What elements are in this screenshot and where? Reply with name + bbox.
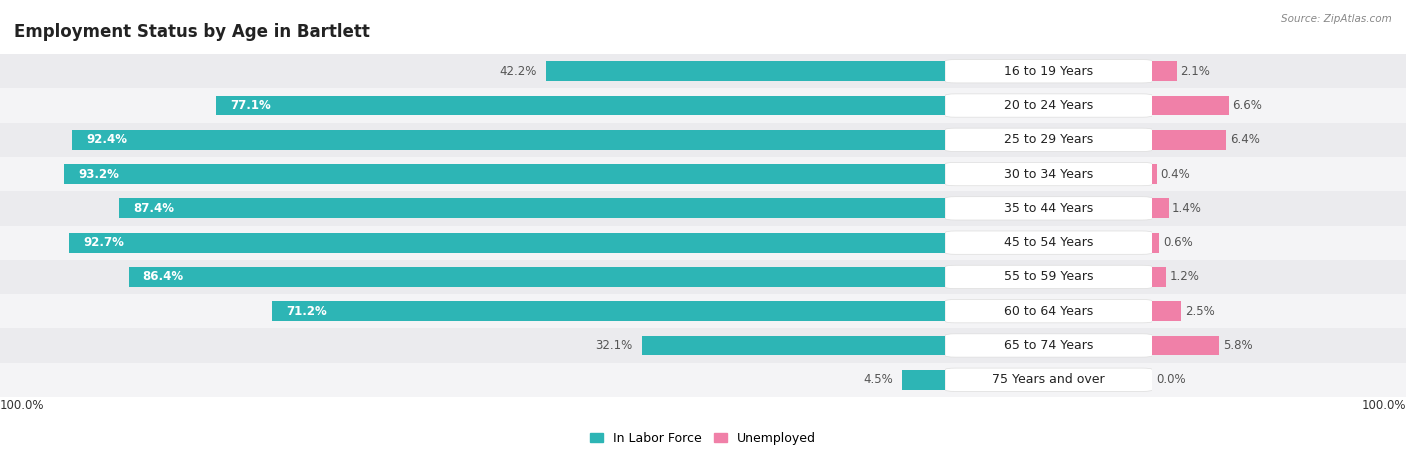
Text: 71.2%: 71.2% — [287, 305, 328, 318]
Text: 45 to 54 Years: 45 to 54 Years — [1004, 236, 1094, 249]
Bar — [1153, 363, 1406, 397]
Text: 65 to 74 Years: 65 to 74 Years — [1004, 339, 1094, 352]
Bar — [1153, 226, 1406, 260]
Bar — [120, 198, 945, 218]
Bar — [0, 226, 945, 260]
Text: 92.7%: 92.7% — [83, 236, 124, 249]
Bar — [945, 328, 1153, 363]
Bar — [1153, 198, 1168, 218]
Text: 20 to 24 Years: 20 to 24 Years — [1004, 99, 1094, 112]
Bar — [1153, 267, 1167, 287]
Text: 1.4%: 1.4% — [1173, 202, 1202, 215]
FancyBboxPatch shape — [945, 197, 1153, 220]
Text: 6.6%: 6.6% — [1232, 99, 1261, 112]
Bar — [1153, 294, 1406, 328]
Bar — [945, 88, 1153, 123]
Bar — [1153, 96, 1229, 115]
Bar — [945, 226, 1153, 260]
Bar — [945, 157, 1153, 191]
Bar — [128, 267, 945, 287]
FancyBboxPatch shape — [945, 128, 1153, 152]
Text: 0.6%: 0.6% — [1163, 236, 1192, 249]
FancyBboxPatch shape — [945, 231, 1153, 254]
Bar — [0, 363, 945, 397]
Text: 55 to 59 Years: 55 to 59 Years — [1004, 271, 1094, 283]
Bar — [69, 233, 945, 253]
Bar — [0, 123, 945, 157]
Bar — [0, 54, 945, 88]
FancyBboxPatch shape — [945, 334, 1153, 357]
Text: 42.2%: 42.2% — [499, 65, 537, 78]
Text: 2.5%: 2.5% — [1185, 305, 1215, 318]
Bar — [1153, 233, 1160, 253]
Text: 4.5%: 4.5% — [863, 373, 893, 386]
Text: 0.0%: 0.0% — [1156, 373, 1185, 386]
Text: 87.4%: 87.4% — [134, 202, 174, 215]
Text: 30 to 34 Years: 30 to 34 Years — [1004, 168, 1094, 180]
Text: 60 to 64 Years: 60 to 64 Years — [1004, 305, 1094, 318]
Bar — [1153, 61, 1177, 81]
Bar — [945, 191, 1153, 226]
Text: 100.0%: 100.0% — [0, 399, 45, 412]
Text: 0.4%: 0.4% — [1160, 168, 1191, 180]
Bar — [0, 260, 945, 294]
Text: Employment Status by Age in Bartlett: Employment Status by Age in Bartlett — [14, 23, 370, 41]
Bar — [1153, 130, 1226, 150]
Text: 6.4%: 6.4% — [1230, 133, 1260, 146]
Bar — [1153, 54, 1406, 88]
FancyBboxPatch shape — [945, 368, 1153, 391]
Bar — [945, 54, 1153, 88]
Bar — [0, 294, 945, 328]
Legend: In Labor Force, Unemployed: In Labor Force, Unemployed — [591, 432, 815, 445]
FancyBboxPatch shape — [945, 162, 1153, 186]
Text: 35 to 44 Years: 35 to 44 Years — [1004, 202, 1094, 215]
Bar — [945, 123, 1153, 157]
Bar — [1153, 164, 1157, 184]
Text: 93.2%: 93.2% — [79, 168, 120, 180]
Bar — [0, 328, 945, 363]
FancyBboxPatch shape — [945, 299, 1153, 323]
Text: 92.4%: 92.4% — [86, 133, 127, 146]
Bar — [546, 61, 945, 81]
Bar — [0, 157, 945, 191]
Text: 25 to 29 Years: 25 to 29 Years — [1004, 133, 1094, 146]
Bar — [1153, 336, 1219, 355]
FancyBboxPatch shape — [945, 94, 1153, 117]
Text: 100.0%: 100.0% — [1361, 399, 1406, 412]
Bar — [903, 370, 945, 390]
Text: 1.2%: 1.2% — [1170, 271, 1199, 283]
Bar — [641, 336, 945, 355]
Text: 32.1%: 32.1% — [595, 339, 633, 352]
Bar — [72, 130, 945, 150]
Bar — [1153, 191, 1406, 226]
Text: 77.1%: 77.1% — [231, 99, 271, 112]
Bar — [945, 294, 1153, 328]
Text: 16 to 19 Years: 16 to 19 Years — [1004, 65, 1094, 78]
Bar — [65, 164, 945, 184]
Text: 86.4%: 86.4% — [142, 271, 184, 283]
Text: 5.8%: 5.8% — [1223, 339, 1253, 352]
Bar — [945, 260, 1153, 294]
Bar — [1153, 88, 1406, 123]
Text: Source: ZipAtlas.com: Source: ZipAtlas.com — [1281, 14, 1392, 23]
Bar — [945, 363, 1153, 397]
Bar — [1153, 328, 1406, 363]
Bar — [1153, 123, 1406, 157]
Bar — [1153, 260, 1406, 294]
Bar — [0, 191, 945, 226]
Bar — [273, 301, 945, 321]
Bar — [1153, 301, 1181, 321]
Bar — [0, 88, 945, 123]
Text: 75 Years and over: 75 Years and over — [993, 373, 1105, 386]
Text: 2.1%: 2.1% — [1180, 65, 1211, 78]
FancyBboxPatch shape — [945, 60, 1153, 83]
Bar — [1153, 157, 1406, 191]
FancyBboxPatch shape — [945, 265, 1153, 289]
Bar — [217, 96, 945, 115]
